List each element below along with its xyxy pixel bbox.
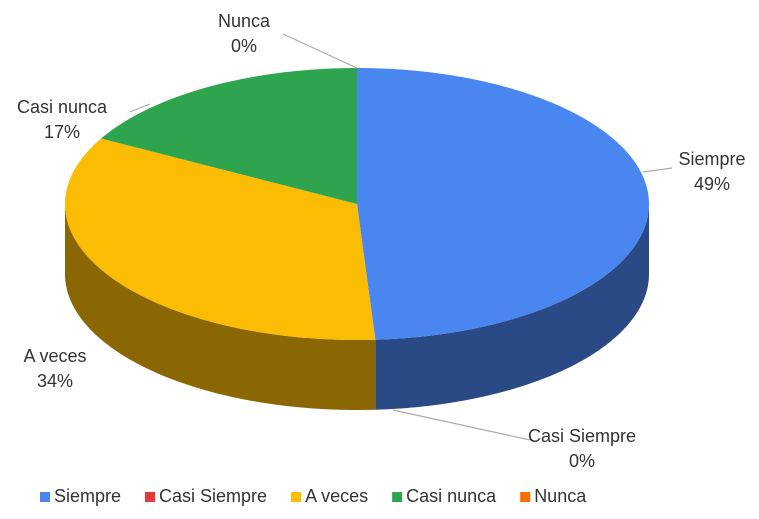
data-label: 17% [44, 122, 80, 142]
leader-line [642, 167, 673, 173]
legend-swatch [40, 492, 50, 502]
slice [357, 68, 649, 340]
legend-swatch [392, 492, 403, 502]
legend-label: Casi Siempre [159, 486, 267, 506]
data-label: 49% [694, 174, 730, 194]
legend-label: Siempre [54, 486, 121, 506]
data-label-name: Casi Siempre [528, 426, 636, 446]
slice-side [375, 204, 649, 410]
legend-label: A veces [305, 486, 368, 506]
data-label-name: Nunca [218, 11, 271, 31]
leader-line [282, 33, 358, 69]
leader-line [392, 409, 531, 441]
leader-line [129, 103, 151, 113]
data-label: 34% [37, 371, 73, 391]
slice [65, 138, 376, 340]
legend-swatch [520, 492, 531, 502]
data-label-name: A veces [23, 346, 86, 366]
slice [101, 68, 358, 204]
legend-swatch [291, 492, 302, 502]
data-label: 0% [231, 36, 257, 56]
slice-side [65, 204, 376, 410]
data-label-name: Siempre [678, 149, 745, 169]
legend-label: Casi nunca [406, 486, 497, 506]
legend-label: Nunca [534, 486, 587, 506]
data-label: 0% [569, 451, 595, 471]
data-label-name: Casi nunca [17, 97, 108, 117]
legend-swatch [145, 492, 156, 502]
